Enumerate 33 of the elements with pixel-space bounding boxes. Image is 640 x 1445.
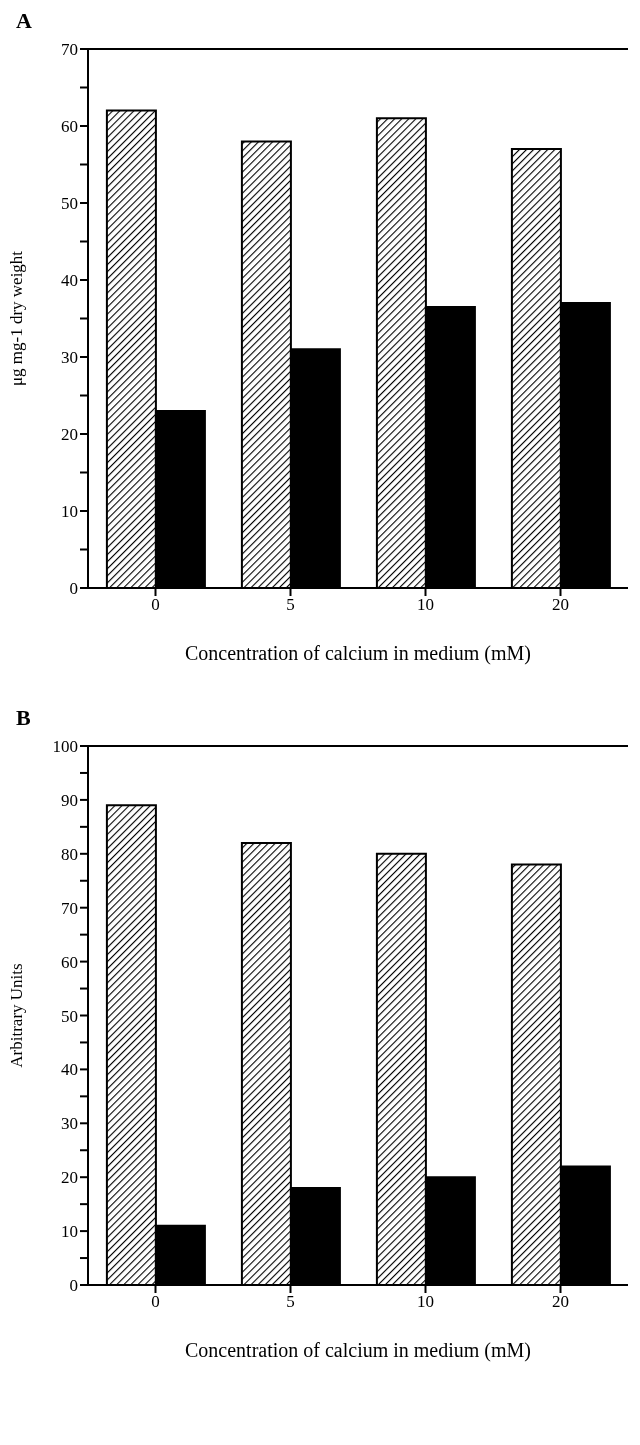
chart-title: A xyxy=(16,8,33,35)
y-tick-label: 40 xyxy=(61,1060,78,1080)
x-tick-label: 20 xyxy=(552,595,569,615)
x-tick-label: 5 xyxy=(286,595,295,615)
y-tick-label: 20 xyxy=(61,425,78,445)
y-tick-label: 50 xyxy=(61,1006,78,1026)
y-tick-label: 60 xyxy=(61,117,78,137)
y-tick-label: 0 xyxy=(69,579,78,599)
y-tick-label: 100 xyxy=(52,737,78,757)
y-tick-label: 90 xyxy=(61,790,78,810)
x-axis-title: Concentration of calcium in medium (mM) xyxy=(184,642,532,665)
y-tick-label: 70 xyxy=(61,40,78,60)
x-tick-label: 20 xyxy=(552,1292,569,1312)
y-tick-label: 10 xyxy=(61,502,78,522)
y-tick-label: 80 xyxy=(61,844,78,864)
x-tick-label: 5 xyxy=(286,1292,295,1312)
y-tick-label: 70 xyxy=(61,898,78,918)
y-tick-label: 30 xyxy=(61,1114,78,1134)
y-axis-title: μg mg-1 dry weight xyxy=(7,250,27,387)
chart-title: B xyxy=(16,705,32,732)
y-tick-label: 20 xyxy=(61,1168,78,1188)
y-axis-title: Arbitrary Units xyxy=(7,963,27,1068)
y-tick-label: 60 xyxy=(61,952,78,972)
x-axis-title: Concentration of calcium in medium (mM) xyxy=(184,1339,532,1362)
y-tick-label: 30 xyxy=(61,348,78,368)
x-tick-label: 10 xyxy=(417,595,434,615)
x-tick-label: 0 xyxy=(151,595,160,615)
x-tick-label: 10 xyxy=(417,1292,434,1312)
x-tick-label: 0 xyxy=(151,1292,160,1312)
y-tick-label: 0 xyxy=(69,1276,78,1296)
y-tick-label: 50 xyxy=(61,194,78,214)
y-tick-label: 40 xyxy=(61,271,78,291)
y-tick-label: 10 xyxy=(61,1222,78,1242)
